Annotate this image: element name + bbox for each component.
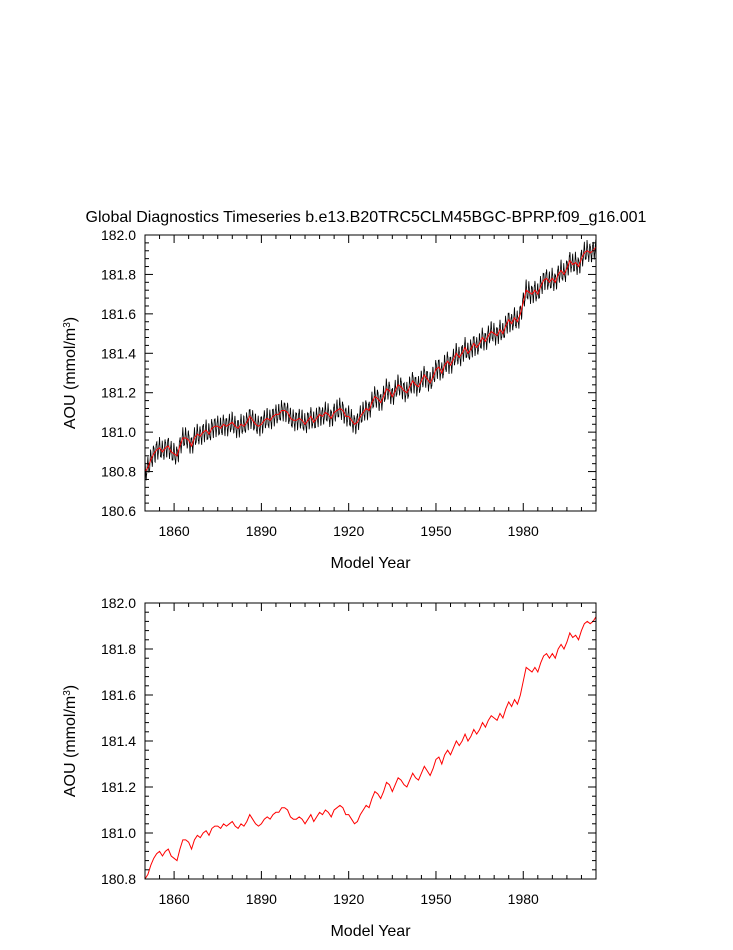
- y-tick-label: 182.0: [101, 227, 136, 243]
- y-axis-label-top-main: AOU (mmol/m: [62, 328, 79, 429]
- panel-monthly-and-annual: 1860 1890 1920 1950 1980 180.6 180.8 181.0 181.2…: [62, 227, 597, 572]
- y-tick-label: 181.2: [101, 779, 136, 795]
- monthly-series-line: [145, 239, 596, 481]
- y-axis-label-bottom-main: AOU (mmol/m: [62, 696, 79, 797]
- x-tick-label: 1860: [159, 891, 190, 907]
- plot-area-top: [145, 239, 596, 481]
- x-tick-label: 1950: [420, 891, 451, 907]
- ticks-bottom: 1860 1890 1920 1950 1980 180.8 181.0 181.2 181.4…: [101, 595, 597, 907]
- y-tick-label: 181.8: [101, 641, 136, 657]
- x-tick-label: 1950: [420, 523, 451, 539]
- y-tick-label: 181.4: [101, 345, 136, 361]
- y-tick-label: 180.8: [101, 464, 136, 480]
- y-tick-label: 181.6: [101, 687, 136, 703]
- y-tick-label: 181.8: [101, 266, 136, 282]
- plot-frame-bottom: [144, 602, 597, 880]
- y-axis-label-bottom-sup: 3: [62, 690, 73, 696]
- x-tick-label: 1920: [333, 891, 364, 907]
- y-axis-label-top-close: ): [62, 317, 79, 322]
- y-tick-label: 181.6: [101, 306, 136, 322]
- x-tick-label: 1860: [159, 523, 190, 539]
- x-tick-label: 1980: [508, 523, 539, 539]
- panel-annual: 1860 1890 1920 1950 1980 180.8 181.0 181.2 181.4…: [62, 595, 597, 940]
- annual-series-line: [145, 616, 596, 879]
- y-tick-label: 180.6: [101, 503, 136, 519]
- ticks-top: 1860 1890 1920 1950 1980 180.6 180.8 181.0 181.2…: [101, 227, 597, 539]
- y-tick-label: 182.0: [101, 595, 136, 611]
- x-tick-label: 1890: [246, 891, 277, 907]
- y-axis-label-bottom: AOU (mmol/m3): [62, 685, 80, 797]
- x-tick-label: 1980: [508, 891, 539, 907]
- y-axis-label-bottom-close: ): [62, 685, 79, 690]
- annual-series-line: [145, 246, 596, 472]
- x-tick-label: 1890: [246, 523, 277, 539]
- plot-frame-top: [144, 234, 597, 512]
- x-axis-label-bottom: Model Year: [330, 923, 411, 940]
- y-tick-label: 181.4: [101, 733, 136, 749]
- plot-area-bottom: [145, 616, 596, 879]
- y-tick-label: 181.2: [101, 385, 136, 401]
- y-axis-label-top-sup: 3: [62, 322, 73, 328]
- figure-title: Global Diagnostics Timeseries b.e13.B20T…: [86, 209, 647, 226]
- x-axis-label-top: Model Year: [330, 555, 411, 572]
- y-axis-label-top: AOU (mmol/m3): [62, 317, 80, 429]
- y-tick-label: 181.0: [101, 825, 136, 841]
- y-tick-label: 181.0: [101, 424, 136, 440]
- y-tick-label: 180.8: [101, 871, 136, 887]
- x-tick-label: 1920: [333, 523, 364, 539]
